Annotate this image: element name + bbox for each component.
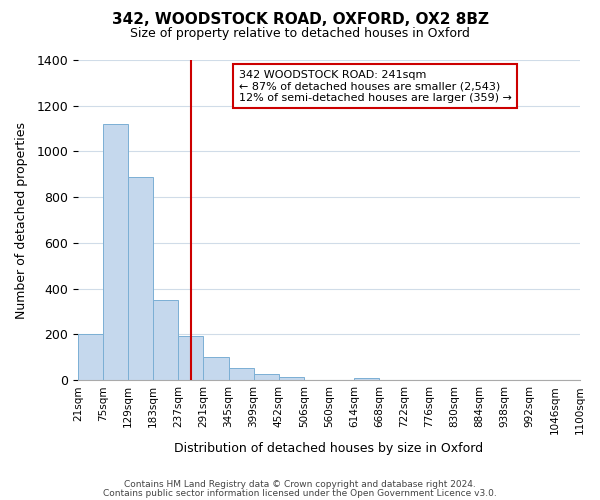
Bar	[203, 358, 229, 380]
Bar	[279, 377, 304, 380]
Bar	[153, 300, 178, 380]
Bar	[128, 176, 153, 380]
Text: Contains HM Land Registry data © Crown copyright and database right 2024.: Contains HM Land Registry data © Crown c…	[124, 480, 476, 489]
Bar	[354, 378, 379, 380]
Text: Contains public sector information licensed under the Open Government Licence v3: Contains public sector information licen…	[103, 488, 497, 498]
Bar	[103, 124, 128, 380]
Text: Size of property relative to detached houses in Oxford: Size of property relative to detached ho…	[130, 28, 470, 40]
Text: 342 WOODSTOCK ROAD: 241sqm
← 87% of detached houses are smaller (2,543)
12% of s: 342 WOODSTOCK ROAD: 241sqm ← 87% of deta…	[239, 70, 511, 103]
Bar	[229, 368, 254, 380]
Bar	[78, 334, 103, 380]
Y-axis label: Number of detached properties: Number of detached properties	[15, 122, 28, 318]
Text: 342, WOODSTOCK ROAD, OXFORD, OX2 8BZ: 342, WOODSTOCK ROAD, OXFORD, OX2 8BZ	[112, 12, 488, 28]
Bar	[178, 336, 203, 380]
X-axis label: Distribution of detached houses by size in Oxford: Distribution of detached houses by size …	[175, 442, 484, 455]
Bar	[254, 374, 279, 380]
